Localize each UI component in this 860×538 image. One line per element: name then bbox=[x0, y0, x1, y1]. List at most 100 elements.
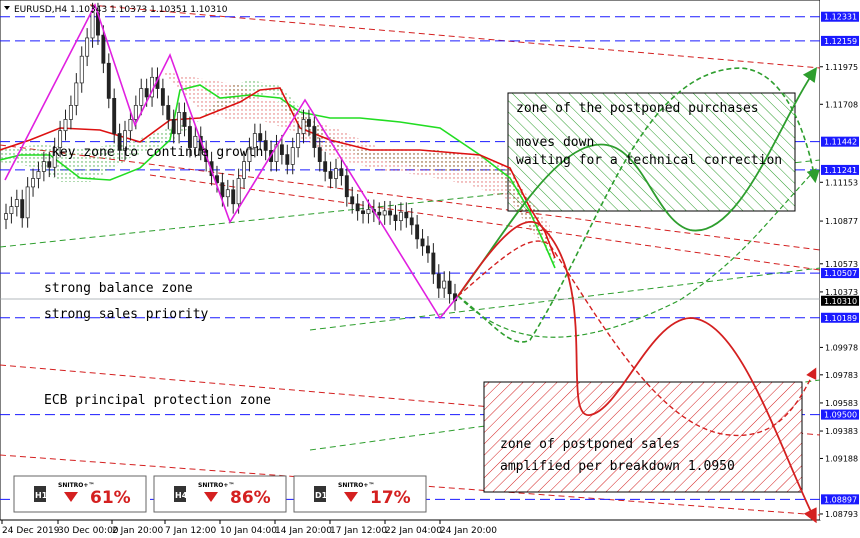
time-tick-label-5: 14 Jan 20:00 bbox=[275, 526, 332, 536]
candle-body-29 bbox=[160, 88, 165, 106]
candle-body-62 bbox=[339, 168, 344, 177]
candle-body-48 bbox=[263, 140, 268, 151]
candle-body-60 bbox=[328, 171, 333, 179]
candle-body-14 bbox=[79, 55, 84, 84]
candle-body-45 bbox=[247, 147, 252, 162]
candle-body-10 bbox=[58, 130, 63, 148]
candle-body-13 bbox=[74, 82, 79, 106]
level-label-0: 1.12331 bbox=[824, 13, 857, 22]
price-tick-label-5: 1.10373 bbox=[825, 288, 858, 297]
candle-body-76 bbox=[415, 224, 420, 240]
price-tick-label-4: 1.10573 bbox=[825, 260, 858, 269]
candle-body-57 bbox=[312, 126, 317, 148]
candle-body-9 bbox=[52, 147, 57, 168]
current-price-label: 1.10310 bbox=[824, 297, 857, 306]
candle-body-22 bbox=[123, 130, 127, 151]
time-tick-label-4: 10 Jan 04:00 bbox=[220, 526, 277, 536]
candle-body-72 bbox=[393, 214, 398, 221]
candle-body-24 bbox=[133, 105, 138, 120]
level-label-bg-2 bbox=[821, 136, 859, 147]
green-trend-lines bbox=[0, 159, 821, 451]
candle-body-31 bbox=[171, 119, 176, 134]
time-tick-label-0: 24 Dec 2019 bbox=[2, 526, 60, 536]
candle-body-66 bbox=[361, 210, 365, 214]
candle-body-2 bbox=[14, 199, 19, 207]
level-label-bg-6 bbox=[821, 409, 859, 420]
candle-body-8 bbox=[47, 161, 52, 168]
candle-body-11 bbox=[63, 119, 68, 132]
price-tick-label-3: 1.10877 bbox=[825, 217, 858, 226]
price-axis-area bbox=[820, 0, 860, 520]
candle-body-74 bbox=[404, 211, 409, 219]
forecast-paths bbox=[457, 67, 820, 524]
senkou-green-line bbox=[0, 84, 556, 269]
level-label-5: 1.10189 bbox=[824, 314, 857, 323]
candle-body-79 bbox=[431, 252, 436, 275]
candle-body-56 bbox=[306, 119, 311, 127]
candle-body-7 bbox=[41, 161, 46, 172]
candle-body-82 bbox=[447, 280, 452, 295]
sell-zone-line-2: amplified per breakdown 1.0950 bbox=[500, 459, 735, 474]
candle-body-58 bbox=[317, 147, 322, 162]
buy-zone-line-2: moves down bbox=[516, 135, 594, 150]
indicator-brand: SNITRO+™ bbox=[58, 482, 94, 489]
level-label-bg-1 bbox=[821, 35, 859, 46]
candle-body-41 bbox=[225, 189, 230, 198]
candle-body-18 bbox=[101, 34, 106, 64]
candle-body-64 bbox=[350, 196, 355, 205]
sell-zone-box[interactable] bbox=[483, 381, 803, 493]
indicator-timeframe-icon bbox=[34, 486, 46, 502]
candle-body-59 bbox=[323, 161, 328, 172]
time-tick-label-3: 7 Jan 12:00 bbox=[165, 526, 217, 536]
candle-body-80 bbox=[436, 273, 441, 289]
indicator-timeframe-icon bbox=[174, 486, 186, 502]
zigzag-line bbox=[4, 2, 459, 320]
candle-body-78 bbox=[426, 245, 430, 254]
indicator-timeframe: D1 bbox=[315, 491, 328, 500]
price-tick-label-10: 1.09188 bbox=[825, 454, 858, 463]
candle-body-34 bbox=[187, 126, 192, 148]
buy-zone-line-3: waiting for a technical correction bbox=[516, 153, 782, 168]
price-tick-label-9: 1.09383 bbox=[825, 427, 858, 436]
candle-body-12 bbox=[68, 105, 73, 120]
candle-body-71 bbox=[388, 210, 393, 216]
candle-body-32 bbox=[177, 112, 182, 134]
down-arrow-icon bbox=[64, 492, 78, 502]
indicator-value: 86% bbox=[230, 488, 271, 508]
candle-body-35 bbox=[193, 135, 198, 148]
candle-body-25 bbox=[139, 88, 144, 106]
level-label-7: 1.08897 bbox=[824, 495, 857, 504]
buy-zone-line-1: zone of the postponed purchases bbox=[516, 101, 759, 116]
candle-body-69 bbox=[377, 211, 382, 216]
annotation-key-zone: key zone to continue growth bbox=[52, 145, 263, 160]
price-tick-label-11: 1.08793 bbox=[825, 510, 858, 519]
senkou-red-line bbox=[0, 87, 556, 259]
candle-body-23 bbox=[128, 119, 133, 132]
candlesticks bbox=[4, 2, 457, 311]
down-arrow-icon bbox=[204, 492, 218, 502]
level-label-4: 1.10507 bbox=[824, 269, 857, 278]
indicator-timeframe-icon bbox=[314, 486, 326, 502]
dropdown-triangle-icon bbox=[4, 6, 10, 10]
candle-body-47 bbox=[258, 133, 263, 141]
candle-body-46 bbox=[252, 133, 257, 148]
level-label-bg-3 bbox=[821, 164, 859, 175]
candle-body-19 bbox=[106, 62, 111, 99]
sell-zone-line-1: zone of postponed sales bbox=[500, 437, 680, 452]
candle-body-16 bbox=[90, 12, 95, 39]
candle-body-5 bbox=[31, 178, 35, 188]
candle-body-55 bbox=[301, 119, 306, 134]
candle-body-65 bbox=[355, 203, 360, 212]
time-tick-label-7: 22 Jan 04:00 bbox=[385, 526, 442, 536]
annotation-sales-priority: strong sales priority bbox=[44, 307, 209, 322]
annotation-ecb-zone: ECB principal protection zone bbox=[44, 393, 271, 408]
time-tick-label-1: 30 Dec 00:00 bbox=[58, 526, 119, 536]
down-arrow-icon bbox=[344, 492, 358, 502]
candle-body-51 bbox=[279, 144, 284, 155]
indicator-value: 61% bbox=[90, 488, 131, 508]
